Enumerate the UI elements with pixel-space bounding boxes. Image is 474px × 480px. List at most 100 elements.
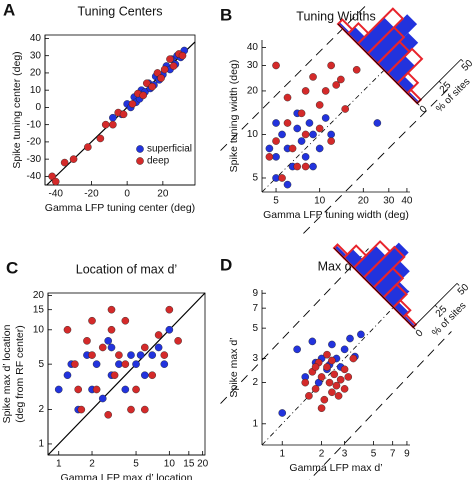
point (288, 144, 297, 153)
offset-line (220, 248, 369, 404)
point (178, 51, 187, 60)
x-tick-label: 5 (273, 196, 279, 207)
y-tick-label: 0 (35, 102, 41, 113)
histogram-bar (353, 245, 386, 278)
point (54, 385, 63, 394)
point (141, 405, 149, 414)
histogram-tick-label: 0 (414, 327, 426, 339)
point (272, 61, 280, 70)
point (317, 373, 326, 381)
point (265, 144, 274, 153)
x-tick-label: 3 (342, 449, 348, 460)
histogram-bar (338, 22, 350, 34)
y-tick-label: 10 (33, 324, 45, 335)
point (142, 79, 151, 88)
y-tick-label: 20 (247, 86, 259, 97)
point (315, 124, 324, 133)
point (328, 388, 336, 397)
point (107, 325, 116, 334)
point (283, 93, 292, 102)
histogram-bar (383, 281, 410, 308)
y-tick-label: 30 (30, 50, 42, 61)
histogram-tick (438, 80, 442, 84)
point (160, 65, 169, 74)
histogram-tick (460, 59, 464, 62)
point (272, 119, 280, 127)
y-axis-label: Spike max d’ location (1, 324, 13, 423)
point (98, 343, 107, 352)
point (132, 385, 140, 394)
point (293, 124, 302, 133)
panel-letter: B (220, 5, 232, 24)
histogram-base (337, 23, 418, 104)
point (311, 385, 320, 393)
y-tick-label: 30 (247, 60, 259, 71)
point (349, 354, 358, 363)
point (327, 130, 335, 139)
point (128, 100, 137, 108)
point (337, 75, 345, 84)
point (315, 144, 324, 153)
y-tick-label: 5 (252, 323, 258, 334)
histogram-bar (403, 315, 415, 328)
legend-marker (136, 145, 144, 153)
point (104, 410, 112, 419)
point (104, 337, 112, 345)
point (136, 351, 145, 359)
y-axis-label: Spike tuning center (deg) (11, 51, 23, 168)
point (327, 61, 335, 70)
point (107, 343, 116, 352)
point (336, 375, 345, 384)
point (265, 153, 274, 161)
point (141, 371, 149, 380)
histogram-bar (373, 261, 410, 298)
point (297, 137, 306, 145)
y-axis-label: (deg from RF center) (14, 325, 26, 422)
point (301, 87, 310, 95)
histogram-tick (412, 326, 416, 330)
point (71, 360, 79, 368)
point (121, 360, 130, 368)
legend-label: superficial (147, 144, 192, 155)
panel-title: Tuning Centers (78, 4, 163, 18)
panel-title: Location of max d’ (76, 262, 177, 276)
point (278, 130, 286, 139)
point (309, 162, 317, 171)
point (344, 373, 353, 381)
y-tick-label: 1 (38, 439, 44, 450)
point (283, 119, 292, 127)
point (301, 162, 310, 171)
y-tick-label: 9 (252, 288, 258, 299)
identity-line (261, 44, 411, 193)
histogram-base (333, 247, 414, 328)
x-tick-label: 5 (133, 459, 139, 470)
point (127, 351, 135, 359)
point (51, 177, 60, 186)
histogram-bar (334, 245, 347, 258)
x-tick-label: -20 (84, 189, 99, 200)
histogram-tick (434, 304, 438, 308)
point (119, 110, 128, 119)
point (109, 120, 117, 129)
point (153, 69, 162, 77)
point (109, 113, 117, 122)
x-tick-label: 40 (401, 196, 413, 207)
point (160, 360, 169, 368)
point (115, 351, 123, 359)
histogram-tick-label: 0 (418, 103, 430, 115)
point (154, 331, 163, 339)
point (301, 153, 310, 161)
x-tick-label: 20 (157, 189, 169, 200)
x-tick-label: 10 (314, 196, 326, 207)
y-tick-label: 5 (38, 359, 44, 370)
point (92, 385, 101, 394)
point (297, 109, 306, 118)
panel-letter: D (220, 255, 232, 274)
histogram-tick-label: 50 (460, 58, 474, 74)
point (174, 337, 182, 345)
histogram-bar (397, 76, 415, 94)
x-axis-label: Gamma LFP tuning width (deg) (263, 209, 409, 221)
point (317, 404, 326, 413)
point (83, 337, 91, 345)
